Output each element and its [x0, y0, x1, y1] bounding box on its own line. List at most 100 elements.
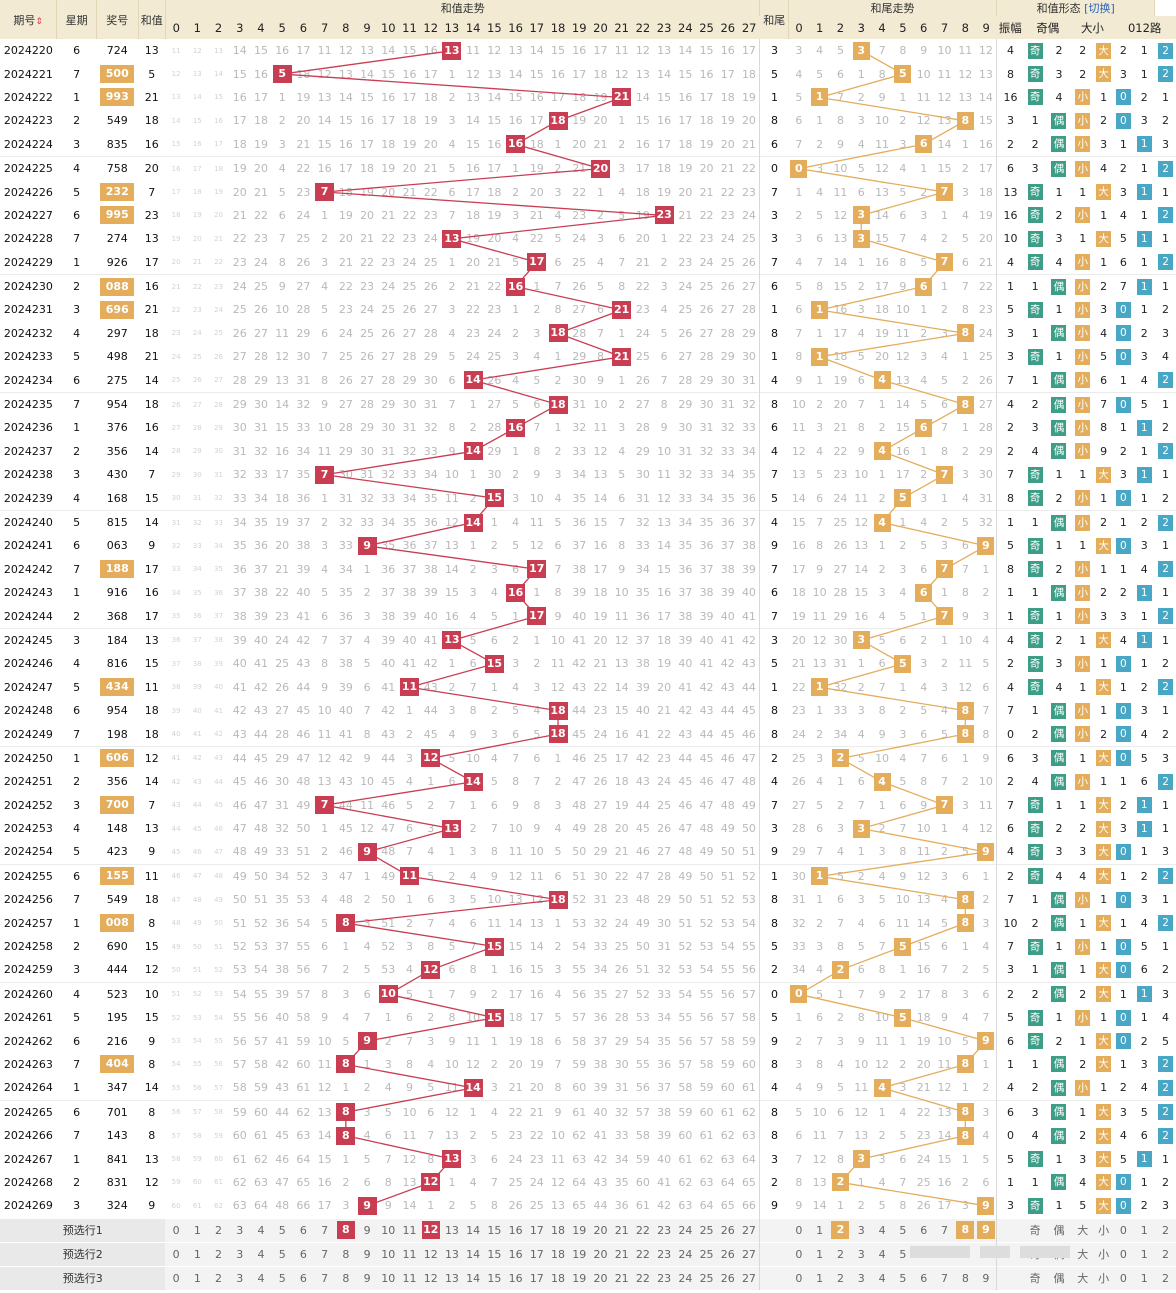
- preselect-form-5[interactable]: 1: [1133, 1265, 1155, 1290]
- preselect-form-1[interactable]: 偶: [1046, 1265, 1072, 1290]
- preselect-sum-10[interactable]: 10: [377, 1241, 399, 1267]
- preselect-sum-11[interactable]: 11: [398, 1265, 421, 1290]
- preselect-sum-7[interactable]: 7: [314, 1241, 336, 1267]
- preselect-sum-18[interactable]: 18: [547, 1265, 569, 1290]
- preselect-sum-24[interactable]: 24: [674, 1217, 696, 1243]
- preselect-sum-0[interactable]: 0: [165, 1217, 187, 1243]
- preselect-sum-1[interactable]: 1: [186, 1265, 208, 1290]
- preselect-sum-12[interactable]: 12: [420, 1217, 442, 1243]
- preselect-form-5[interactable]: 1: [1133, 1217, 1155, 1243]
- preselect-tail-8[interactable]: 8: [954, 1265, 976, 1290]
- preselect-form-2[interactable]: 大: [1071, 1241, 1094, 1267]
- preselect-sum-24[interactable]: 24: [674, 1265, 696, 1290]
- preselect-tail-8[interactable]: 8: [954, 1217, 976, 1243]
- preselect-tail-1[interactable]: 1: [809, 1265, 831, 1290]
- preselect-form-3[interactable]: 小: [1093, 1265, 1114, 1290]
- preselect-tail-6[interactable]: 6: [913, 1217, 935, 1243]
- preselect-sum-26[interactable]: 26: [717, 1241, 739, 1267]
- preselect-tail-3[interactable]: 3: [850, 1217, 872, 1243]
- preselect-tail-9[interactable]: 9: [975, 1265, 997, 1290]
- preselect-sum-21[interactable]: 21: [611, 1265, 633, 1290]
- preselect-sum-23[interactable]: 23: [653, 1241, 675, 1267]
- preselect-row[interactable]: 预选行3 0 1 2 3 4 5 6 7 8 9 10 11 12 13 14 15 16 17 18 19 20 21 22…: [0, 1265, 1176, 1290]
- preselect-sum-23[interactable]: 23: [653, 1265, 675, 1290]
- preselect-sum-15[interactable]: 15: [483, 1265, 505, 1290]
- preselect-sum-pick[interactable]: 8: [336, 1221, 355, 1240]
- preselect-form-4[interactable]: 0: [1113, 1265, 1134, 1290]
- preselect-sum-2[interactable]: 2: [207, 1241, 230, 1267]
- preselect-form-4[interactable]: 0: [1113, 1241, 1134, 1267]
- preselect-sum-20[interactable]: 20: [589, 1241, 612, 1267]
- preselect-tail-0[interactable]: 0: [788, 1217, 810, 1243]
- preselect-tail-5[interactable]: 5: [892, 1241, 914, 1267]
- preselect-sum-16[interactable]: 16: [504, 1265, 527, 1290]
- preselect-sum-0[interactable]: 0: [165, 1265, 187, 1290]
- preselect-tail-7[interactable]: 7: [934, 1217, 955, 1243]
- preselect-sum-2[interactable]: 2: [207, 1265, 230, 1290]
- preselect-form-6[interactable]: 2: [1154, 1265, 1176, 1290]
- preselect-sum-17[interactable]: 17: [526, 1265, 548, 1290]
- preselect-sum-22[interactable]: 22: [632, 1265, 654, 1290]
- preselect-row[interactable]: 预选行1 0 1 2 3 4 5 6 7 8 9 10 11 12 13 14 15 16 17 18 19 20 21 22…: [0, 1217, 1176, 1243]
- preselect-sum-8[interactable]: 8: [335, 1241, 357, 1267]
- preselect-sum-7[interactable]: 7: [314, 1265, 336, 1290]
- preselect-sum-11[interactable]: 11: [398, 1217, 421, 1243]
- preselect-tail-6[interactable]: 6: [913, 1265, 935, 1290]
- preselect-sum-5[interactable]: 5: [271, 1217, 293, 1243]
- preselect-sum-6[interactable]: 6: [292, 1241, 315, 1267]
- preselect-tail-4[interactable]: 4: [871, 1217, 893, 1243]
- preselect-sum-16[interactable]: 16: [504, 1217, 527, 1243]
- preselect-form-4[interactable]: 0: [1113, 1217, 1134, 1243]
- preselect-sum-10[interactable]: 10: [377, 1217, 399, 1243]
- preselect-sum-16[interactable]: 16: [504, 1241, 527, 1267]
- preselect-form-1[interactable]: 偶: [1046, 1217, 1072, 1243]
- preselect-sum-4[interactable]: 4: [250, 1265, 272, 1290]
- preselect-sum-21[interactable]: 21: [611, 1217, 633, 1243]
- preselect-sum-8[interactable]: 8: [335, 1265, 357, 1290]
- preselect-sum-9[interactable]: 9: [356, 1241, 378, 1267]
- preselect-sum-24[interactable]: 24: [674, 1241, 696, 1267]
- preselect-sum-26[interactable]: 26: [717, 1217, 739, 1243]
- preselect-tail-1[interactable]: 1: [809, 1241, 831, 1267]
- preselect-sum-21[interactable]: 21: [611, 1241, 633, 1267]
- preselect-tail-2[interactable]: 2: [830, 1217, 851, 1243]
- preselect-tail-2[interactable]: 2: [830, 1241, 851, 1267]
- preselect-sum-27[interactable]: 27: [738, 1217, 760, 1243]
- preselect-sum-1[interactable]: 1: [186, 1217, 208, 1243]
- preselect-tail-4[interactable]: 4: [871, 1265, 893, 1290]
- preselect-sum-14[interactable]: 14: [462, 1217, 484, 1243]
- preselect-sum-22[interactable]: 22: [632, 1241, 654, 1267]
- preselect-form-2[interactable]: 大: [1071, 1265, 1094, 1290]
- preselect-sum-15[interactable]: 15: [483, 1241, 505, 1267]
- preselect-sum-18[interactable]: 18: [547, 1217, 569, 1243]
- preselect-form-0[interactable]: 奇: [1023, 1217, 1047, 1243]
- preselect-tail-pick[interactable]: 9: [976, 1221, 995, 1240]
- preselect-tail-0[interactable]: 0: [788, 1265, 810, 1290]
- preselect-tail-3[interactable]: 3: [850, 1241, 872, 1267]
- sort-up-down-icon[interactable]: ⇕: [35, 16, 43, 27]
- preselect-tail-pick[interactable]: 8: [956, 1221, 975, 1240]
- preselect-sum-22[interactable]: 22: [632, 1217, 654, 1243]
- preselect-sum-17[interactable]: 17: [526, 1241, 548, 1267]
- preselect-tail-9[interactable]: 9: [975, 1217, 997, 1243]
- preselect-sum-25[interactable]: 25: [695, 1241, 718, 1267]
- preselect-sum-26[interactable]: 26: [717, 1265, 739, 1290]
- preselect-sum-20[interactable]: 20: [589, 1265, 612, 1290]
- preselect-sum-15[interactable]: 15: [483, 1217, 505, 1243]
- preselect-tail-pick[interactable]: 2: [831, 1221, 850, 1240]
- preselect-sum-6[interactable]: 6: [292, 1217, 315, 1243]
- preselect-sum-19[interactable]: 19: [568, 1241, 590, 1267]
- preselect-sum-3[interactable]: 3: [229, 1241, 251, 1267]
- preselect-tail-1[interactable]: 1: [809, 1217, 831, 1243]
- preselect-tail-0[interactable]: 0: [788, 1241, 810, 1267]
- preselect-sum-18[interactable]: 18: [547, 1241, 569, 1267]
- switch-link[interactable]: [切换]: [1084, 2, 1115, 15]
- preselect-sum-27[interactable]: 27: [738, 1241, 760, 1267]
- preselect-tail-3[interactable]: 3: [850, 1265, 872, 1290]
- preselect-sum-25[interactable]: 25: [695, 1217, 718, 1243]
- preselect-form-2[interactable]: 大: [1071, 1217, 1094, 1243]
- preselect-sum-6[interactable]: 6: [292, 1265, 315, 1290]
- preselect-sum-12[interactable]: 12: [420, 1241, 442, 1267]
- preselect-sum-7[interactable]: 7: [314, 1217, 336, 1243]
- preselect-sum-9[interactable]: 9: [356, 1265, 378, 1290]
